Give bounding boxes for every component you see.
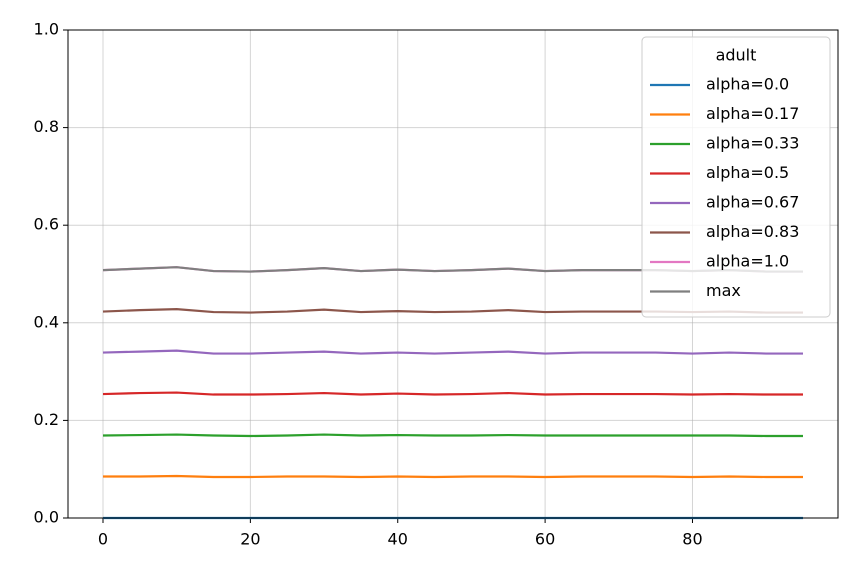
x-tick-label: 40 <box>388 530 408 549</box>
legend-label: alpha=0.83 <box>706 222 799 241</box>
legend-label: alpha=0.5 <box>706 163 789 182</box>
x-tick-label: 60 <box>535 530 555 549</box>
legend-label: alpha=0.17 <box>706 104 799 123</box>
y-tick-label: 0.0 <box>34 508 59 527</box>
legend-label: alpha=0.33 <box>706 134 799 153</box>
legend-box <box>641 36 831 318</box>
y-tick-label: 0.4 <box>34 312 59 331</box>
y-tick-label: 0.8 <box>34 117 59 136</box>
line <box>102 349 803 355</box>
y-tick-label: 0.2 <box>34 410 59 429</box>
plot-frame <box>67 29 839 519</box>
legend-title: adult <box>716 46 757 65</box>
x-tick-label: 80 <box>682 530 702 549</box>
line <box>103 474 803 479</box>
legend-label: max <box>706 281 741 300</box>
legend-label: alpha=1.0 <box>706 252 789 271</box>
y-tick-label: 0.6 <box>34 215 59 234</box>
legend-label: alpha=0.67 <box>706 193 799 212</box>
legend-label: alpha=0.0 <box>706 75 789 94</box>
line <box>102 391 803 396</box>
y-tick-label: 1.0 <box>34 20 59 39</box>
x-tick-label: 0 <box>98 530 108 549</box>
x-tick-label: 20 <box>240 530 260 549</box>
line <box>102 433 803 438</box>
